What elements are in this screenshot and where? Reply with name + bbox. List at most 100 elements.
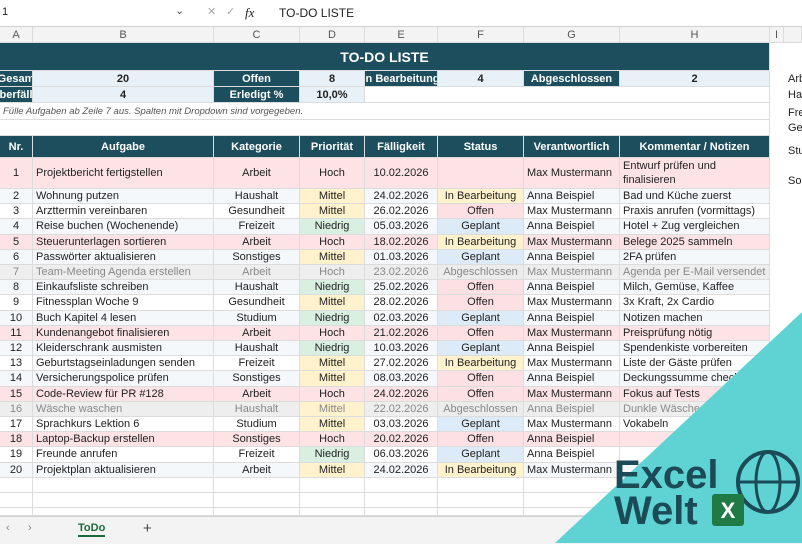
table-cell: Mittel [300, 189, 365, 205]
table-cell: Projektplan aktualisieren [33, 462, 214, 478]
table-cell: Geplant [438, 341, 524, 357]
empty [300, 508, 365, 516]
table-cell: Max Mustermann [524, 234, 620, 250]
table-cell: 02.03.2026 [365, 310, 438, 326]
table-cell: Offen [438, 295, 524, 311]
table-cell: Offen [438, 325, 524, 341]
empty [33, 493, 214, 509]
table-cell: Max Mustermann [524, 462, 620, 478]
empty [0, 477, 33, 493]
summary-label: Gesam [0, 71, 33, 87]
table-cell: Mittel [300, 417, 365, 433]
summary-value: 20 [33, 71, 214, 87]
table-cell: Anna Beispiel [524, 401, 620, 417]
table-cell: Wohnung putzen [33, 189, 214, 205]
table-cell: 26.02.2026 [365, 204, 438, 220]
table-cell: Mittel [300, 356, 365, 372]
table-cell: 24.02.2026 [365, 462, 438, 478]
empty [438, 477, 524, 493]
table-cell: 22.02.2026 [365, 401, 438, 417]
table-cell: 08.03.2026 [365, 371, 438, 387]
table-cell: Fitnessplan Woche 9 [33, 295, 214, 311]
prev-sheet[interactable]: ‹ [6, 522, 10, 534]
note: Fülle Aufgaben ab Zeile 7 aus. Spalten m… [0, 103, 770, 120]
table-cell: Offen [438, 204, 524, 220]
badge-text: X [721, 498, 736, 523]
table-cell: Hoch [300, 432, 365, 448]
cancel[interactable]: ✕ [207, 6, 217, 18]
table-cell: 2FA prüfen [620, 249, 770, 265]
empty [365, 508, 438, 516]
table-cell: Anna Beispiel [524, 280, 620, 296]
title: TO-DO LISTE [0, 43, 770, 71]
table-cell: 15 [0, 386, 33, 402]
table-cell: 28.02.2026 [365, 295, 438, 311]
table-header: Fälligkeit [365, 136, 438, 158]
table-cell [438, 158, 524, 189]
table-header: Kategorie [214, 136, 300, 158]
table-cell: Niedrig [300, 280, 365, 296]
side-text: Hau [788, 88, 802, 101]
empty [365, 477, 438, 493]
table-cell: Hoch [300, 386, 365, 402]
dropdown[interactable]: ⌄ [175, 5, 185, 17]
empty [214, 508, 300, 516]
table-cell: Kundenangebot finalisieren [33, 325, 214, 341]
table-cell: Max Mustermann [524, 386, 620, 402]
column-header: F [438, 27, 524, 43]
table-cell: 19 [0, 447, 33, 463]
table-cell: Mittel [300, 462, 365, 478]
table-cell: Offen [438, 386, 524, 402]
summary-label: Abgeschlossen [524, 71, 620, 87]
table-cell: Versicherungspolice prüfen [33, 371, 214, 387]
fx[interactable]: fx [245, 5, 255, 20]
table-cell: 6 [0, 249, 33, 265]
table-cell: Studium [214, 417, 300, 433]
table-cell: 10 [0, 310, 33, 326]
table-cell: Wäsche waschen [33, 401, 214, 417]
table-header: Priorität [300, 136, 365, 158]
table-cell: Anna Beispiel [524, 310, 620, 326]
table-cell: Niedrig [300, 219, 365, 235]
table-cell: Haushalt [214, 341, 300, 357]
table-cell: Mittel [300, 371, 365, 387]
empty [300, 477, 365, 493]
table-cell: Haushalt [214, 189, 300, 205]
table-cell: Geplant [438, 310, 524, 326]
table-cell: 4 [0, 219, 33, 235]
summary-value: 4 [33, 87, 214, 103]
add-sheet[interactable]: + [143, 520, 152, 537]
table-cell: 12 [0, 341, 33, 357]
table-cell: 16 [0, 401, 33, 417]
column-header: E [365, 27, 438, 43]
table-cell: Studium [214, 310, 300, 326]
table-cell: Arzttermin vereinbaren [33, 204, 214, 220]
table-cell: Buch Kapitel 4 lesen [33, 310, 214, 326]
empty [438, 493, 524, 509]
table-cell: 01.03.2026 [365, 249, 438, 265]
formula-content[interactable]: TO-DO LISTE [279, 6, 355, 20]
table-cell: 24.02.2026 [365, 386, 438, 402]
table-cell: Hoch [300, 234, 365, 250]
table-cell: Mittel [300, 401, 365, 417]
table-cell: Liste der Gäste prüfen [620, 356, 770, 372]
table-cell: 2 [0, 189, 33, 205]
table-cell: Freizeit [214, 219, 300, 235]
table-cell: Arbeit [214, 265, 300, 281]
summary-value: 8 [300, 71, 365, 87]
table-cell: Max Mustermann [524, 417, 620, 433]
side-text: Stu [788, 144, 802, 157]
sheet-tab[interactable]: ToDo [78, 522, 106, 537]
next-sheet[interactable]: › [28, 522, 32, 534]
logo-band [555, 312, 802, 543]
table-cell: Arbeit [214, 325, 300, 341]
name-box[interactable]: 1 [2, 6, 9, 18]
table-cell: 05.03.2026 [365, 219, 438, 235]
table-cell: Max Mustermann [524, 325, 620, 341]
confirm[interactable]: ✓ [226, 6, 236, 18]
table-cell: 18 [0, 432, 33, 448]
table-cell: 13 [0, 356, 33, 372]
table-cell: Hoch [300, 265, 365, 281]
table-cell: Passwörter aktualisieren [33, 249, 214, 265]
